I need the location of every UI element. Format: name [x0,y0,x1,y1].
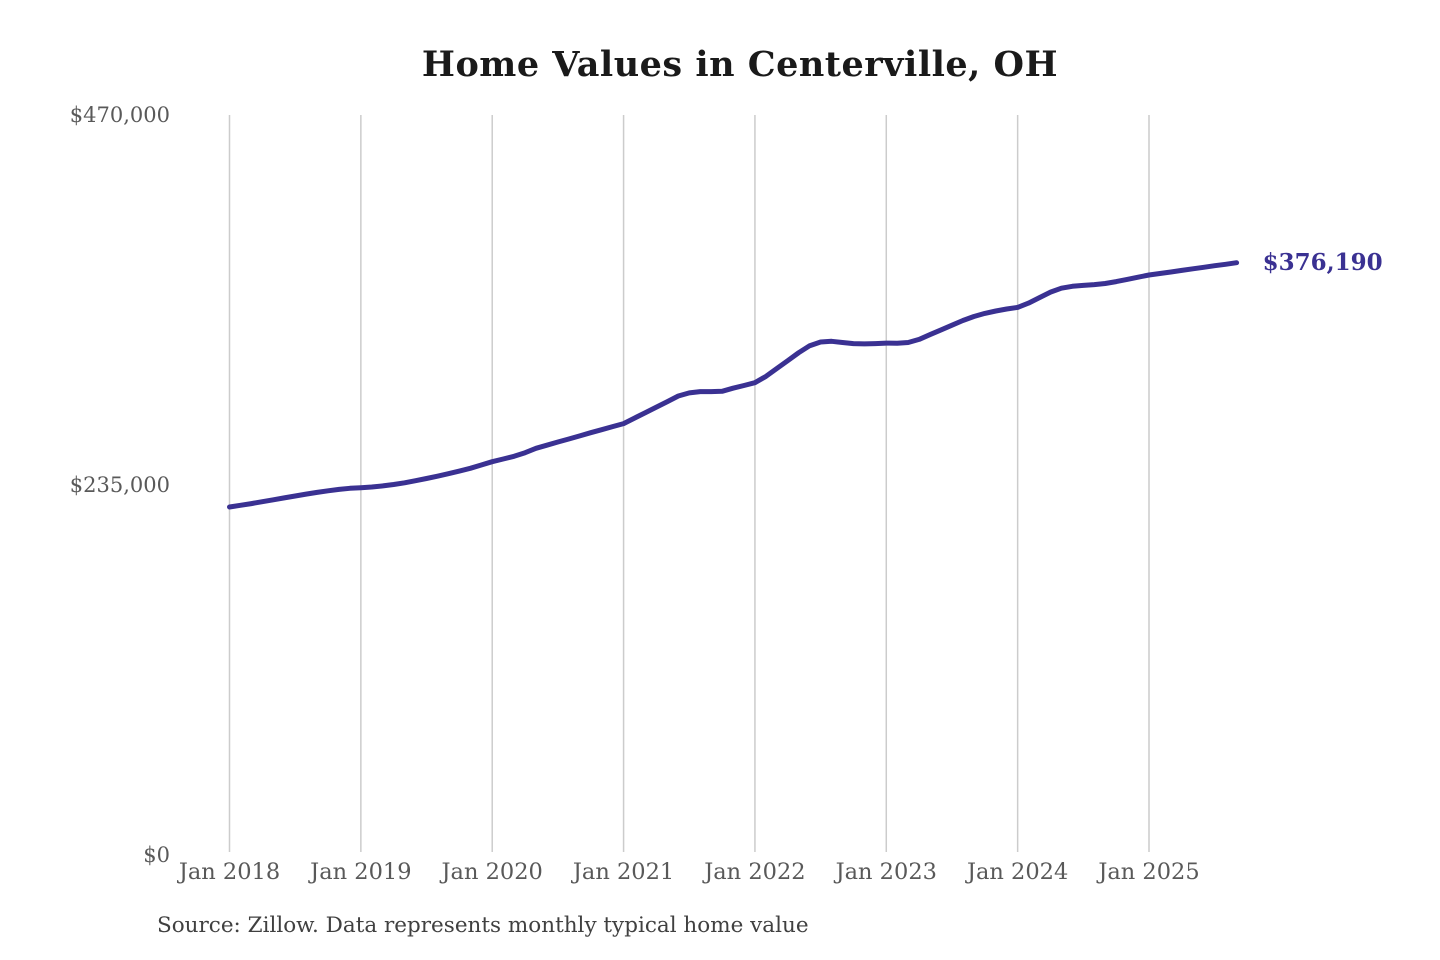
x-axis-tick-label: Jan 2024 [966,859,1069,885]
year-gridlines [228,115,1150,852]
end-value-label: $376,190 [1262,248,1383,276]
x-axis-tick-label: Jan 2023 [835,859,937,885]
x-axis-tick-label: Jan 2022 [704,859,806,885]
x-axis-tick-label: Jan 2021 [572,859,675,885]
y-axis-tick-label: $0 [143,843,170,867]
chart-title: Home Values in Centerville, OH [421,44,1059,85]
x-axis-tick-label: Jan 2018 [178,859,281,885]
home-value-trend-line [227,260,1240,510]
source-note: Source: Zillow. Data represents monthly … [157,913,809,938]
x-axis-tick-label: Jan 2019 [310,859,412,885]
x-axis-tick-label: Jan 2020 [441,859,543,885]
x-axis-tick-label: Jan 2025 [1098,859,1200,885]
y-axis-tick-label: $470,000 [69,103,170,127]
y-axis-tick-label: $235,000 [69,473,170,497]
